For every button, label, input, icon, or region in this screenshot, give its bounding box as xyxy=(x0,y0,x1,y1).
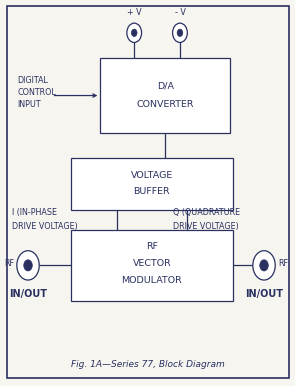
Circle shape xyxy=(131,29,137,36)
Text: CONTROL: CONTROL xyxy=(18,88,57,97)
Circle shape xyxy=(173,23,187,42)
Text: DRIVE VOLTAGE): DRIVE VOLTAGE) xyxy=(173,222,238,232)
Circle shape xyxy=(127,23,142,42)
Circle shape xyxy=(253,251,275,280)
Text: IN/OUT: IN/OUT xyxy=(9,289,47,298)
Bar xyxy=(71,230,233,301)
Circle shape xyxy=(24,260,32,271)
Text: CONVERTER: CONVERTER xyxy=(137,100,194,108)
Text: RF: RF xyxy=(278,259,288,268)
Text: Q (QUADRATURE: Q (QUADRATURE xyxy=(173,208,240,217)
Text: D/A: D/A xyxy=(157,81,174,90)
Circle shape xyxy=(17,251,39,280)
Text: IN/OUT: IN/OUT xyxy=(245,289,283,298)
Text: RF: RF xyxy=(4,259,14,268)
Text: VECTOR: VECTOR xyxy=(132,259,171,268)
Text: INPUT: INPUT xyxy=(18,100,41,108)
Bar xyxy=(100,58,230,133)
Text: DIGITAL: DIGITAL xyxy=(18,76,49,85)
Text: + V: + V xyxy=(127,8,142,17)
Text: VOLTAGE: VOLTAGE xyxy=(131,171,173,180)
Text: MODULATOR: MODULATOR xyxy=(122,276,182,284)
Circle shape xyxy=(177,29,183,36)
Text: I (IN-PHASE: I (IN-PHASE xyxy=(12,208,57,217)
Text: RF: RF xyxy=(146,242,158,251)
Text: - V: - V xyxy=(175,8,185,17)
Text: BUFFER: BUFFER xyxy=(134,187,170,196)
Bar xyxy=(71,158,233,210)
Text: DRIVE VOLTAGE): DRIVE VOLTAGE) xyxy=(12,222,78,232)
Text: Fig. 1A—Series 77, Block Diagram: Fig. 1A—Series 77, Block Diagram xyxy=(71,360,224,369)
Circle shape xyxy=(260,260,268,271)
